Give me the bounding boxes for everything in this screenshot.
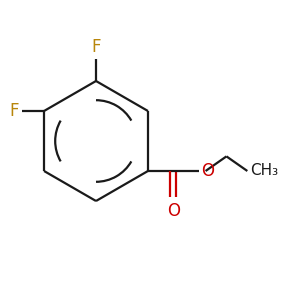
Text: CH₃: CH₃	[250, 164, 278, 178]
Text: O: O	[167, 202, 180, 220]
Text: O: O	[201, 162, 214, 180]
Text: F: F	[9, 102, 19, 120]
Text: F: F	[91, 38, 101, 56]
